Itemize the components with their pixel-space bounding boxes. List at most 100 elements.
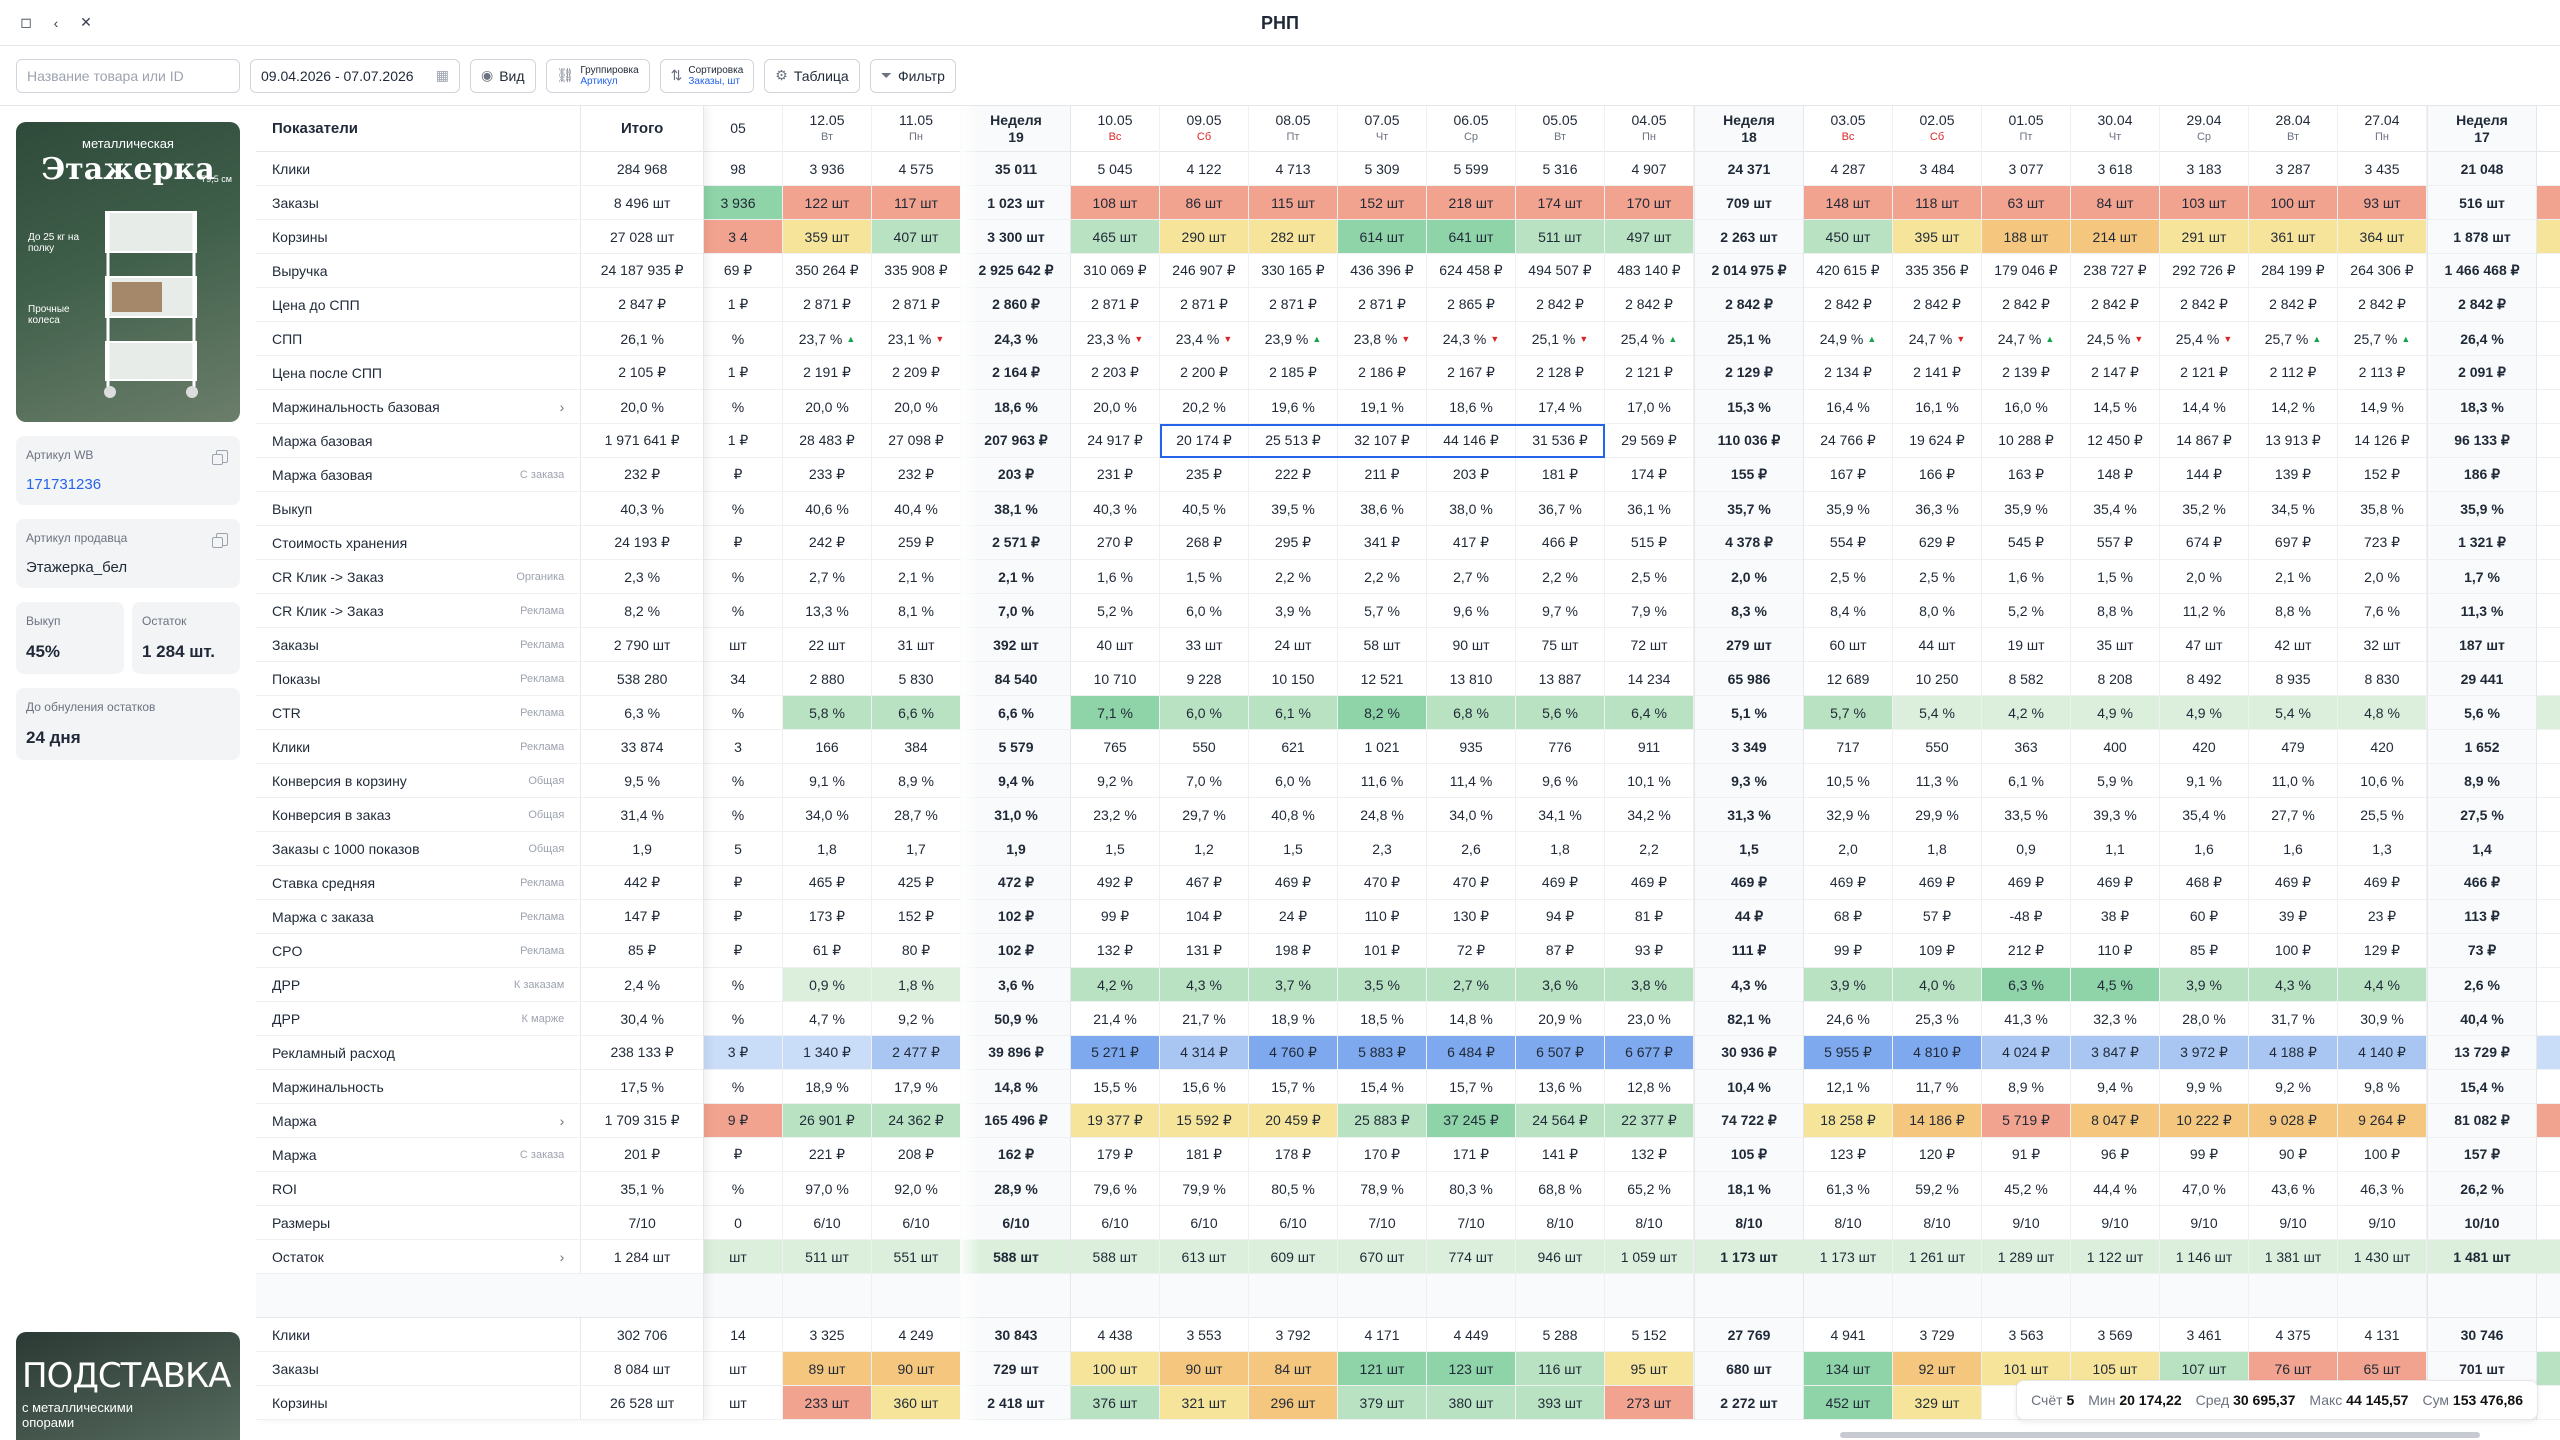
- table-cell[interactable]: 181 ₽: [1516, 458, 1604, 492]
- table-cell[interactable]: 12 689: [1804, 662, 1892, 696]
- table-cell[interactable]: 34,1 %: [1516, 798, 1604, 832]
- table-cell[interactable]: 91 ₽: [1982, 1138, 2070, 1172]
- column-header[interactable]: 03.05 Вс: [1804, 106, 1892, 152]
- table-cell[interactable]: 9,7 %: [1516, 594, 1604, 628]
- table-cell[interactable]: 22 шт: [783, 628, 871, 662]
- table-cell[interactable]: 26,2 %: [2428, 1172, 2536, 1206]
- table-cell[interactable]: 23,7 % ▲: [783, 322, 871, 356]
- table-cell[interactable]: 24,3 % ▼: [1427, 322, 1515, 356]
- table-cell[interactable]: 2 418 шт: [962, 1386, 1070, 1420]
- table-cell[interactable]: 8/10: [1516, 1206, 1604, 1240]
- table-cell[interactable]: 19 624 ₽: [1893, 424, 1981, 458]
- table-cell[interactable]: 774 шт: [1427, 1240, 1515, 1274]
- column-header[interactable]: 05.05 Вт: [1516, 106, 1604, 152]
- table-cell[interactable]: 32 шт: [2338, 628, 2426, 662]
- table-cell[interactable]: 14,5 %: [2071, 390, 2159, 424]
- table-cell[interactable]: 103 шт: [2160, 186, 2248, 220]
- table-cell[interactable]: 4 713: [1249, 152, 1337, 186]
- table-cell[interactable]: ₽: [694, 526, 782, 560]
- table-cell[interactable]: 31,3 %: [1695, 798, 1803, 832]
- table-cell[interactable]: 173 ₽: [783, 900, 871, 934]
- table-cell[interactable]: 43: [2537, 628, 2560, 662]
- table-cell[interactable]: 14,8 %: [962, 1070, 1070, 1104]
- table-cell[interactable]: %: [694, 594, 782, 628]
- table-cell[interactable]: 28,0 %: [2160, 1002, 2248, 1036]
- table-cell[interactable]: 45,2 %: [1982, 1172, 2070, 1206]
- table-cell[interactable]: 22 377 ₽: [1605, 1104, 1693, 1138]
- table-cell[interactable]: 1,5 %: [1160, 560, 1248, 594]
- table-cell[interactable]: 588 шт: [1071, 1240, 1159, 1274]
- table-cell[interactable]: 9/10: [2160, 1206, 2248, 1240]
- table-cell[interactable]: 2 880: [783, 662, 871, 696]
- table-cell[interactable]: 4,0 %: [1893, 968, 1981, 1002]
- table-cell[interactable]: 5 599: [1427, 152, 1515, 186]
- table-cell[interactable]: 946 шт: [1516, 1240, 1604, 1274]
- table-cell[interactable]: 29,9 %: [1893, 798, 1981, 832]
- table-cell[interactable]: 233 ₽: [783, 458, 871, 492]
- table-cell[interactable]: 4,3 %: [1695, 968, 1803, 1002]
- table-cell[interactable]: 6/10: [1071, 1206, 1159, 1240]
- table-cell[interactable]: 264 306 ₽: [2338, 254, 2426, 288]
- table-cell[interactable]: 24 371: [1695, 152, 1803, 186]
- table-cell[interactable]: 2 871 ₽: [1249, 288, 1337, 322]
- table-cell[interactable]: 629 ₽: [1893, 526, 1981, 560]
- table-cell[interactable]: %: [694, 1070, 782, 1104]
- table-cell[interactable]: 14 234: [1605, 662, 1693, 696]
- table-cell[interactable]: 1,5: [1249, 832, 1337, 866]
- table-cell[interactable]: 24,6 %: [1804, 1002, 1892, 1036]
- table-cell[interactable]: 61 ₽: [783, 934, 871, 968]
- table-cell[interactable]: 31,7 %: [2249, 1002, 2337, 1036]
- table-cell[interactable]: -48 ₽: [1982, 900, 2070, 934]
- table-cell[interactable]: 25 513 ₽: [1249, 424, 1337, 458]
- table-cell[interactable]: 8,3 %: [1695, 594, 1803, 628]
- table-cell[interactable]: 2 139 ₽: [1982, 356, 2070, 390]
- view-button[interactable]: ◉ Вид: [470, 58, 536, 93]
- table-cell[interactable]: 395 шт: [1893, 220, 1981, 254]
- table-cell[interactable]: 11,3 %: [2428, 594, 2536, 628]
- table-cell[interactable]: 10 7: [2537, 662, 2560, 696]
- table-cell[interactable]: 2,1 %: [872, 560, 960, 594]
- table-cell[interactable]: 8,4 %: [1804, 594, 1892, 628]
- table-cell[interactable]: 90 шт: [1160, 1352, 1248, 1386]
- table-cell[interactable]: 80,5 %: [1249, 1172, 1337, 1206]
- table-cell[interactable]: 9 ₽: [694, 1104, 782, 1138]
- table-cell[interactable]: 238 727 ₽: [2071, 254, 2159, 288]
- table-cell[interactable]: 19,6 %: [1249, 390, 1337, 424]
- table-cell[interactable]: 8 582: [1982, 662, 2070, 696]
- table-cell[interactable]: 6/10: [962, 1206, 1070, 1240]
- table-cell[interactable]: 3,8 %: [1605, 968, 1693, 1002]
- table-cell[interactable]: 79,6 %: [1071, 1172, 1159, 1206]
- table-cell[interactable]: 2 842 ₽: [1804, 288, 1892, 322]
- table-cell[interactable]: 911: [1605, 730, 1693, 764]
- table-cell[interactable]: 68,8 %: [1516, 1172, 1604, 1206]
- table-cell[interactable]: 40,3 %: [1071, 492, 1159, 526]
- table-cell[interactable]: 33,5 %: [1982, 798, 2070, 832]
- table-cell[interactable]: 8 208: [2071, 662, 2159, 696]
- table-cell[interactable]: 516 шт: [2428, 186, 2536, 220]
- table-cell[interactable]: 2 186 ₽: [1338, 356, 1426, 390]
- table-cell[interactable]: 23,9 % ▲: [1249, 322, 1337, 356]
- table-cell[interactable]: 2 842 ₽: [1695, 288, 1803, 322]
- table-cell[interactable]: 152 ₽: [2338, 458, 2426, 492]
- table-cell[interactable]: 674 ₽: [2160, 526, 2248, 560]
- table-cell[interactable]: 2 185 ₽: [1249, 356, 1337, 390]
- table-cell[interactable]: 222 ₽: [1249, 458, 1337, 492]
- table-cell[interactable]: 178 ₽: [1249, 1138, 1337, 1172]
- table-cell[interactable]: %: [694, 1172, 782, 1206]
- table-cell[interactable]: 25,4: [2537, 322, 2560, 356]
- table-cell[interactable]: 2 121 ₽: [2160, 356, 2248, 390]
- table-cell[interactable]: 23,2 %: [1071, 798, 1159, 832]
- table-cell[interactable]: 203 ₽: [962, 458, 1070, 492]
- table-cell[interactable]: 36,1 %: [1605, 492, 1693, 526]
- table-cell[interactable]: 31 536 ₽: [1516, 424, 1604, 458]
- back-icon[interactable]: ‹: [53, 14, 59, 31]
- table-cell[interactable]: 110 ₽: [1338, 900, 1426, 934]
- table-cell[interactable]: 15,6 %: [1160, 1070, 1248, 1104]
- table-cell[interactable]: 469 ₽: [1804, 866, 1892, 900]
- table-cell[interactable]: 2,0 %: [2338, 560, 2426, 594]
- table-cell[interactable]: 152 ₽: [872, 900, 960, 934]
- table-cell[interactable]: 2,0: [1804, 832, 1892, 866]
- table-cell[interactable]: 148 ₽: [2071, 458, 2159, 492]
- table-cell[interactable]: 68 ₽: [1804, 900, 1892, 934]
- table-cell[interactable]: 2 571 ₽: [962, 526, 1070, 560]
